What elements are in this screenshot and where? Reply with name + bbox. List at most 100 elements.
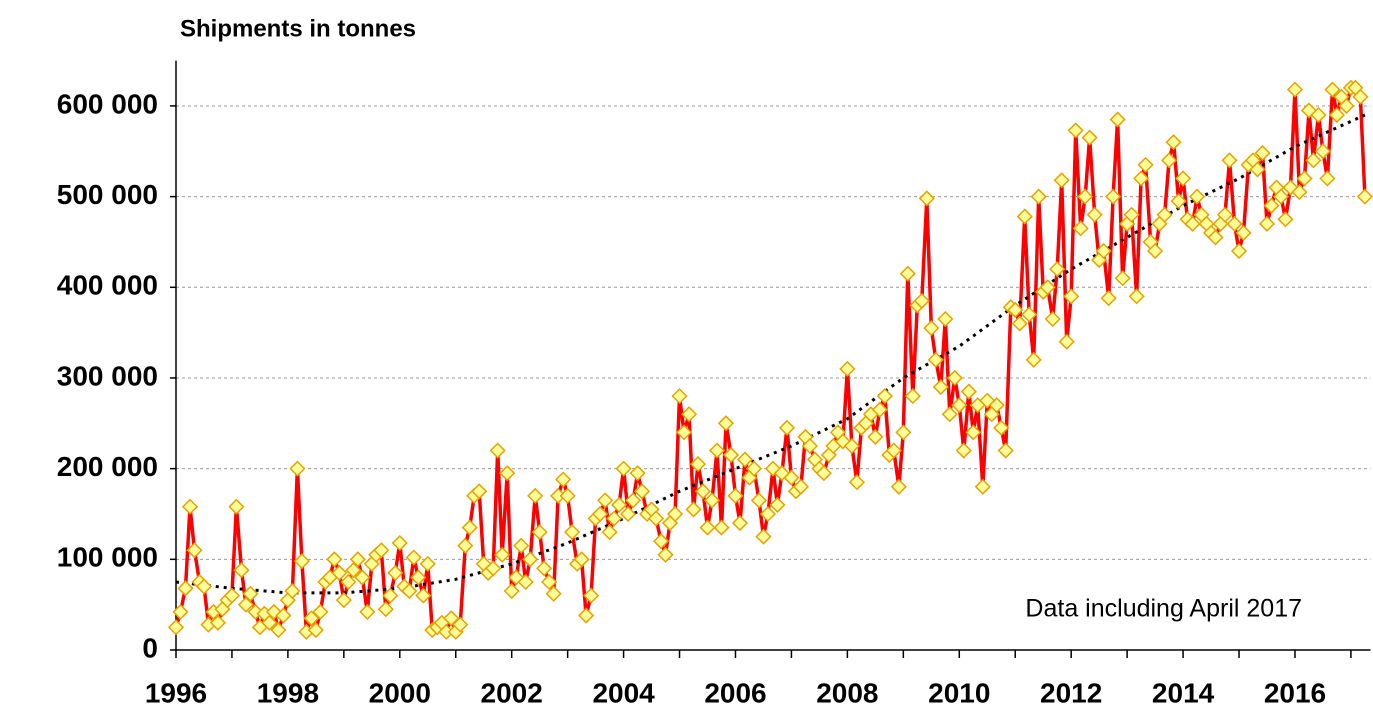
marker <box>1310 106 1327 124</box>
marker <box>1137 156 1154 173</box>
marker <box>993 419 1010 436</box>
marker <box>689 456 707 473</box>
marker <box>713 519 730 536</box>
marker <box>1100 290 1117 307</box>
marker <box>680 406 698 423</box>
y-tick-label: 600 000 <box>57 88 158 119</box>
marker <box>955 442 972 459</box>
marker <box>583 587 600 604</box>
x-tick-label: 2016 <box>1264 677 1326 708</box>
marker <box>708 442 726 459</box>
marker <box>932 378 949 396</box>
marker <box>1049 261 1066 278</box>
marker <box>722 446 740 464</box>
marker <box>792 478 810 495</box>
marker <box>1352 88 1369 105</box>
marker <box>1249 161 1266 178</box>
marker <box>885 442 902 459</box>
marker <box>1114 270 1131 287</box>
marker <box>601 524 618 541</box>
marker <box>843 437 860 455</box>
marker <box>186 542 203 559</box>
x-tick-label: 2000 <box>369 677 431 708</box>
marker <box>1286 81 1304 98</box>
marker <box>1328 106 1345 124</box>
marker <box>335 592 352 609</box>
marker <box>1044 310 1061 328</box>
marker <box>974 478 991 495</box>
marker <box>927 351 944 368</box>
marker <box>1296 170 1313 187</box>
marker <box>946 369 963 387</box>
marker <box>326 551 343 568</box>
marker <box>1319 170 1336 187</box>
marker <box>778 419 796 436</box>
x-tick-label: 2014 <box>1152 677 1215 708</box>
marker <box>410 569 427 586</box>
marker <box>745 460 763 477</box>
marker <box>452 616 469 633</box>
marker <box>555 471 572 488</box>
marker <box>517 573 534 591</box>
marker <box>606 510 623 527</box>
marker <box>1235 224 1252 241</box>
x-tick-label: 2010 <box>928 677 990 708</box>
marker <box>359 603 376 620</box>
marker <box>1305 152 1322 169</box>
x-tick-label: 1998 <box>257 677 319 708</box>
marker <box>1258 215 1276 232</box>
marker <box>541 573 558 591</box>
marker <box>349 551 366 568</box>
marker <box>485 560 502 577</box>
marker <box>750 492 768 509</box>
marker <box>513 537 530 554</box>
marker <box>611 496 628 513</box>
marker <box>167 619 185 636</box>
marker <box>1133 170 1150 187</box>
marker <box>345 562 362 579</box>
marker <box>307 621 324 639</box>
marker <box>172 603 189 620</box>
y-tick-label: 100 000 <box>57 542 158 573</box>
marker <box>499 465 516 482</box>
marker <box>1109 111 1126 128</box>
marker <box>625 492 642 509</box>
marker <box>592 505 609 523</box>
marker <box>685 501 702 518</box>
marker <box>1095 242 1112 260</box>
marker <box>615 460 632 477</box>
marker <box>755 528 772 545</box>
marker <box>1123 206 1140 223</box>
marker <box>671 388 688 405</box>
marker <box>275 607 292 624</box>
marker <box>503 582 520 600</box>
marker <box>871 401 888 418</box>
marker <box>913 292 930 309</box>
marker <box>783 469 800 486</box>
marker <box>545 585 562 602</box>
marker <box>223 587 241 604</box>
marker <box>461 519 478 536</box>
marker <box>1081 129 1098 146</box>
marker <box>489 442 506 459</box>
marker <box>759 505 776 523</box>
marker <box>228 498 245 515</box>
marker <box>340 573 357 591</box>
marker <box>675 424 693 441</box>
marker <box>1221 152 1238 169</box>
marker <box>988 397 1005 414</box>
marker <box>717 415 735 432</box>
x-tick-label: 1996 <box>145 677 207 708</box>
marker <box>666 505 684 523</box>
marker <box>1291 184 1308 201</box>
marker <box>1170 193 1187 210</box>
marker <box>1128 288 1145 305</box>
marker <box>247 603 264 620</box>
marker <box>1356 188 1373 205</box>
marker <box>289 460 306 477</box>
marker <box>373 542 390 559</box>
marker <box>890 478 907 495</box>
marker <box>382 587 399 604</box>
marker <box>1207 229 1224 246</box>
